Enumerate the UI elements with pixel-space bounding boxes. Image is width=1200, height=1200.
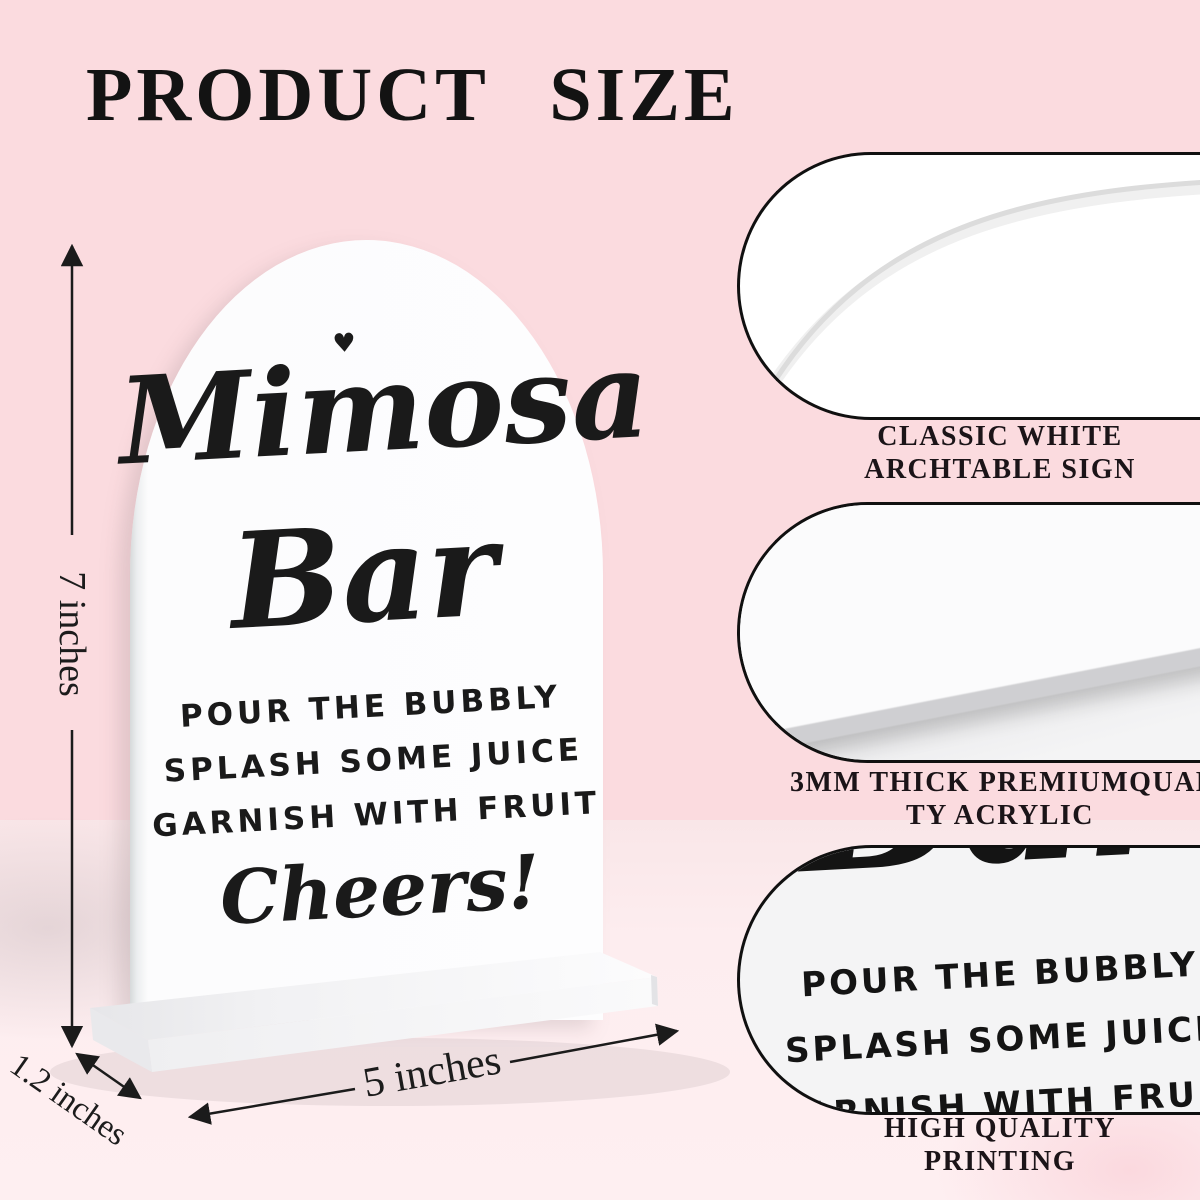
sign-heading-word1: Mimosa	[115, 323, 653, 493]
callout-printing-caption: HIGH QUALITY PRINTING	[884, 1113, 1116, 1177]
preview-script-word: Bar	[740, 848, 1200, 916]
sign-closing: Cheers!	[218, 839, 543, 942]
preview-tagline: POUR THE BUBBLY SPLASH SOME JUICE GARNIS…	[772, 944, 1200, 1112]
sign-print: Mimosa ♥ Bar POUR THE BUBBLY SPLASH SOME…	[110, 228, 653, 1032]
heart-dot-icon: ♥	[331, 328, 357, 360]
printed-text-zoom: Bar POUR THE BUBBLY SPLASH SOME JUICE GA…	[740, 848, 1200, 1112]
sign-heading-word2: Bar	[226, 491, 501, 660]
page-title: PRODUCT SIZE	[86, 53, 739, 137]
callout-printing: Bar POUR THE BUBBLY SPLASH SOME JUICE GA…	[737, 845, 1200, 1115]
callout-arch-sign	[737, 152, 1200, 420]
printing-detail-photo: Bar POUR THE BUBBLY SPLASH SOME JUICE GA…	[740, 848, 1200, 1112]
height-dimension-label: 7 inches	[51, 571, 93, 697]
arch-sign-panel: Mimosa ♥ Bar POUR THE BUBBLY SPLASH SOME…	[115, 240, 652, 1020]
callout-acrylic-caption: 3MM THICK PREMIUMQUALI- TY ACRYLIC	[790, 767, 1200, 831]
sign-tagline: POUR THE BUBBLY SPLASH SOME JUICE GARNIS…	[133, 668, 614, 855]
callout-arch-sign-caption: CLASSIC WHITE ARCHTABLE SIGN	[864, 421, 1136, 485]
acrylic-detail-photo	[740, 505, 1200, 760]
callout-acrylic	[737, 502, 1200, 763]
arch-detail-photo	[740, 155, 1200, 417]
